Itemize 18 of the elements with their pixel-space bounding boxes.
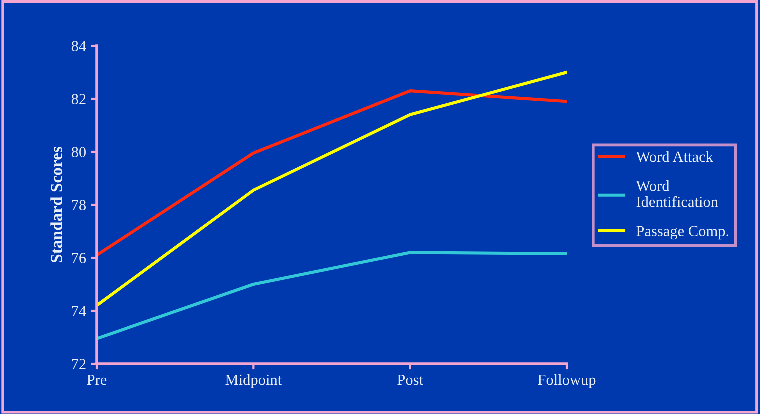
legend-label: Word Attack [636,151,714,162]
y-axis-title: Standard Scores [50,146,62,263]
y-tick-label: 78 [72,200,86,210]
y-tick-label: 82 [72,94,86,104]
y-tick-label: 74 [72,306,86,316]
y-tick-label: 72 [72,359,86,370]
y-tick-label: 84 [72,41,86,52]
legend-label: Word Identification [636,180,718,208]
line-series [97,90,567,257]
legend-label: Passage Comp. [636,226,729,240]
line-series [97,70,567,308]
y-tick-label: 76 [72,253,86,264]
x-tick-label: Post [398,375,424,386]
x-tick-label: Followup [538,374,596,388]
x-tick-label: Midpoint [226,374,282,388]
line-series [97,251,567,340]
x-tick-label: Pre [87,375,107,386]
y-tick-label: 80 [72,147,86,158]
